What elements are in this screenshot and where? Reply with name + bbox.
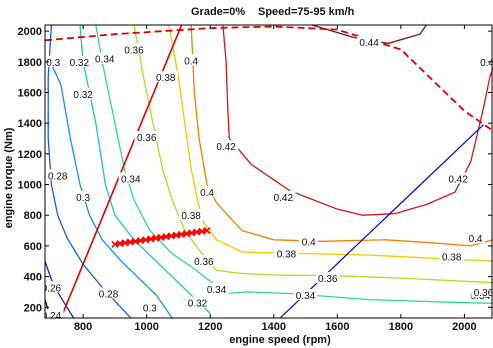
contour-label-bg	[178, 209, 204, 221]
y-tick-label: 1000	[18, 180, 42, 192]
contour-label-bg	[45, 169, 70, 181]
contour-label-bg	[293, 288, 318, 300]
y-tick-label: 400	[24, 272, 42, 284]
contour-label-bg	[45, 281, 64, 293]
contour-label: 0.36	[318, 274, 338, 285]
contour-label: 0.42	[480, 58, 493, 69]
x-tick-label: 1200	[198, 321, 222, 333]
contour-label: 0.42	[448, 174, 468, 185]
y-tick-label: 2000	[18, 26, 42, 38]
contour-label-bg	[45, 55, 63, 67]
contour-label-bg	[213, 140, 239, 152]
contour-label-bg	[299, 235, 319, 247]
contour-label-bg	[471, 285, 493, 297]
contour-label: 0.38	[181, 211, 201, 222]
contour-label-bg	[477, 55, 493, 67]
contour-label-bg	[466, 232, 485, 244]
contour-label: 0.4	[184, 56, 198, 67]
contour-label: 0.26	[42, 283, 62, 294]
contour-label-bg	[118, 172, 143, 184]
contour-label: 0.34	[207, 285, 227, 296]
axes-box	[44, 24, 493, 319]
contour-label: 0.42	[274, 193, 294, 204]
contour-label: 0.3	[76, 193, 90, 204]
contour-label: 0.42	[216, 142, 236, 153]
contour-label: 0.36	[137, 133, 157, 144]
chart-title-grade: Grade=0%	[191, 6, 245, 18]
contour-line-0.34	[95, 25, 493, 305]
x-axis-label: engine speed (rpm)	[229, 334, 331, 346]
y-tick-label: 200	[24, 302, 42, 314]
contour-label-bg	[67, 55, 92, 67]
contour-label-bg	[204, 282, 229, 294]
y-tick-label: 800	[24, 210, 42, 222]
contour-label-bg	[121, 43, 147, 55]
y-axis-label: engine torque (Nm)	[3, 127, 15, 228]
x-tick-label: 800	[74, 321, 92, 333]
blue-line	[279, 124, 484, 318]
contour-line-0.38	[168, 25, 493, 262]
operating-point-marker	[203, 226, 211, 235]
contour-label: 0.38	[156, 73, 176, 84]
contour-line-0.44	[311, 25, 427, 45]
contour-label: 0.32	[73, 90, 93, 101]
y-tick-label: 1600	[18, 87, 42, 99]
contour-label: 0.4	[469, 234, 483, 245]
contour-label-bg	[274, 247, 299, 259]
contour-label-bg	[315, 272, 340, 284]
contour-label: 0.3	[46, 58, 60, 69]
contour-label: 0.36	[124, 46, 144, 57]
max-torque-dashed-line	[45, 25, 493, 132]
contour-label-bg	[73, 190, 93, 202]
contour-label: 0.34	[95, 55, 115, 66]
contour-label-bg	[70, 88, 96, 100]
x-tick-label: 1000	[134, 321, 158, 333]
contour-line-0.3	[47, 56, 173, 318]
contour-label-bg	[271, 190, 296, 202]
y-tick-label: 1400	[18, 118, 42, 130]
contour-label: 0.4	[200, 188, 214, 199]
contour-label: 0.38	[277, 250, 297, 261]
contour-label-bg	[96, 287, 121, 299]
contour-label: 0.28	[99, 289, 119, 300]
contour-label: 0.36	[194, 257, 214, 268]
contour-label-bg	[185, 296, 210, 308]
x-tick-label: 2000	[452, 321, 476, 333]
y-tick-label: 1200	[18, 149, 42, 161]
contour-label-bg	[445, 172, 471, 184]
contour-label: 0.28	[48, 171, 68, 182]
contour-label-bg	[197, 186, 217, 198]
contour-label-bg	[134, 130, 159, 142]
contour-label: 0.32	[70, 58, 90, 69]
contour-line-0.4	[190, 25, 493, 247]
contour-label: 0.44	[359, 38, 379, 49]
x-tick-label: 1600	[325, 321, 349, 333]
contour-label-bg	[181, 54, 201, 66]
chart-title-speed: Speed=75-95 km/h	[258, 6, 355, 18]
contour-label-bg	[439, 250, 464, 262]
contour-label-bg	[92, 52, 117, 64]
y-tick-label: 600	[24, 241, 42, 253]
contour-label-bg	[191, 255, 217, 267]
contour-line-0.42	[222, 25, 493, 216]
contour-label: 0.3	[143, 303, 157, 314]
contour-label: 0.34	[121, 174, 141, 185]
contour-label-bg	[45, 308, 64, 318]
contour-label-bg	[356, 35, 382, 47]
contour-label: 0.24	[42, 311, 62, 322]
contour-label-bg	[140, 301, 160, 313]
contour-label: 0.34	[296, 291, 316, 302]
x-tick-label: 1800	[389, 321, 413, 333]
plot-lines: 0.24 0.26 0.28 0.28 0.3 0.3 0.3 0.32 0.32 0.32 0.3…	[42, 25, 493, 322]
y-tick-label: 1800	[18, 57, 42, 69]
contour-label: 0.36	[474, 288, 493, 299]
contour-label: 0.4	[302, 237, 316, 248]
plot-area: 0.24 0.26 0.28 0.28 0.3 0.3 0.3 0.32 0.32 0.32 0.3…	[18, 24, 493, 333]
contour-label: 0.38	[442, 253, 462, 264]
contour-label: 0.32	[188, 299, 208, 310]
contour-label-bg	[153, 71, 178, 83]
x-tick-label: 1400	[262, 321, 286, 333]
